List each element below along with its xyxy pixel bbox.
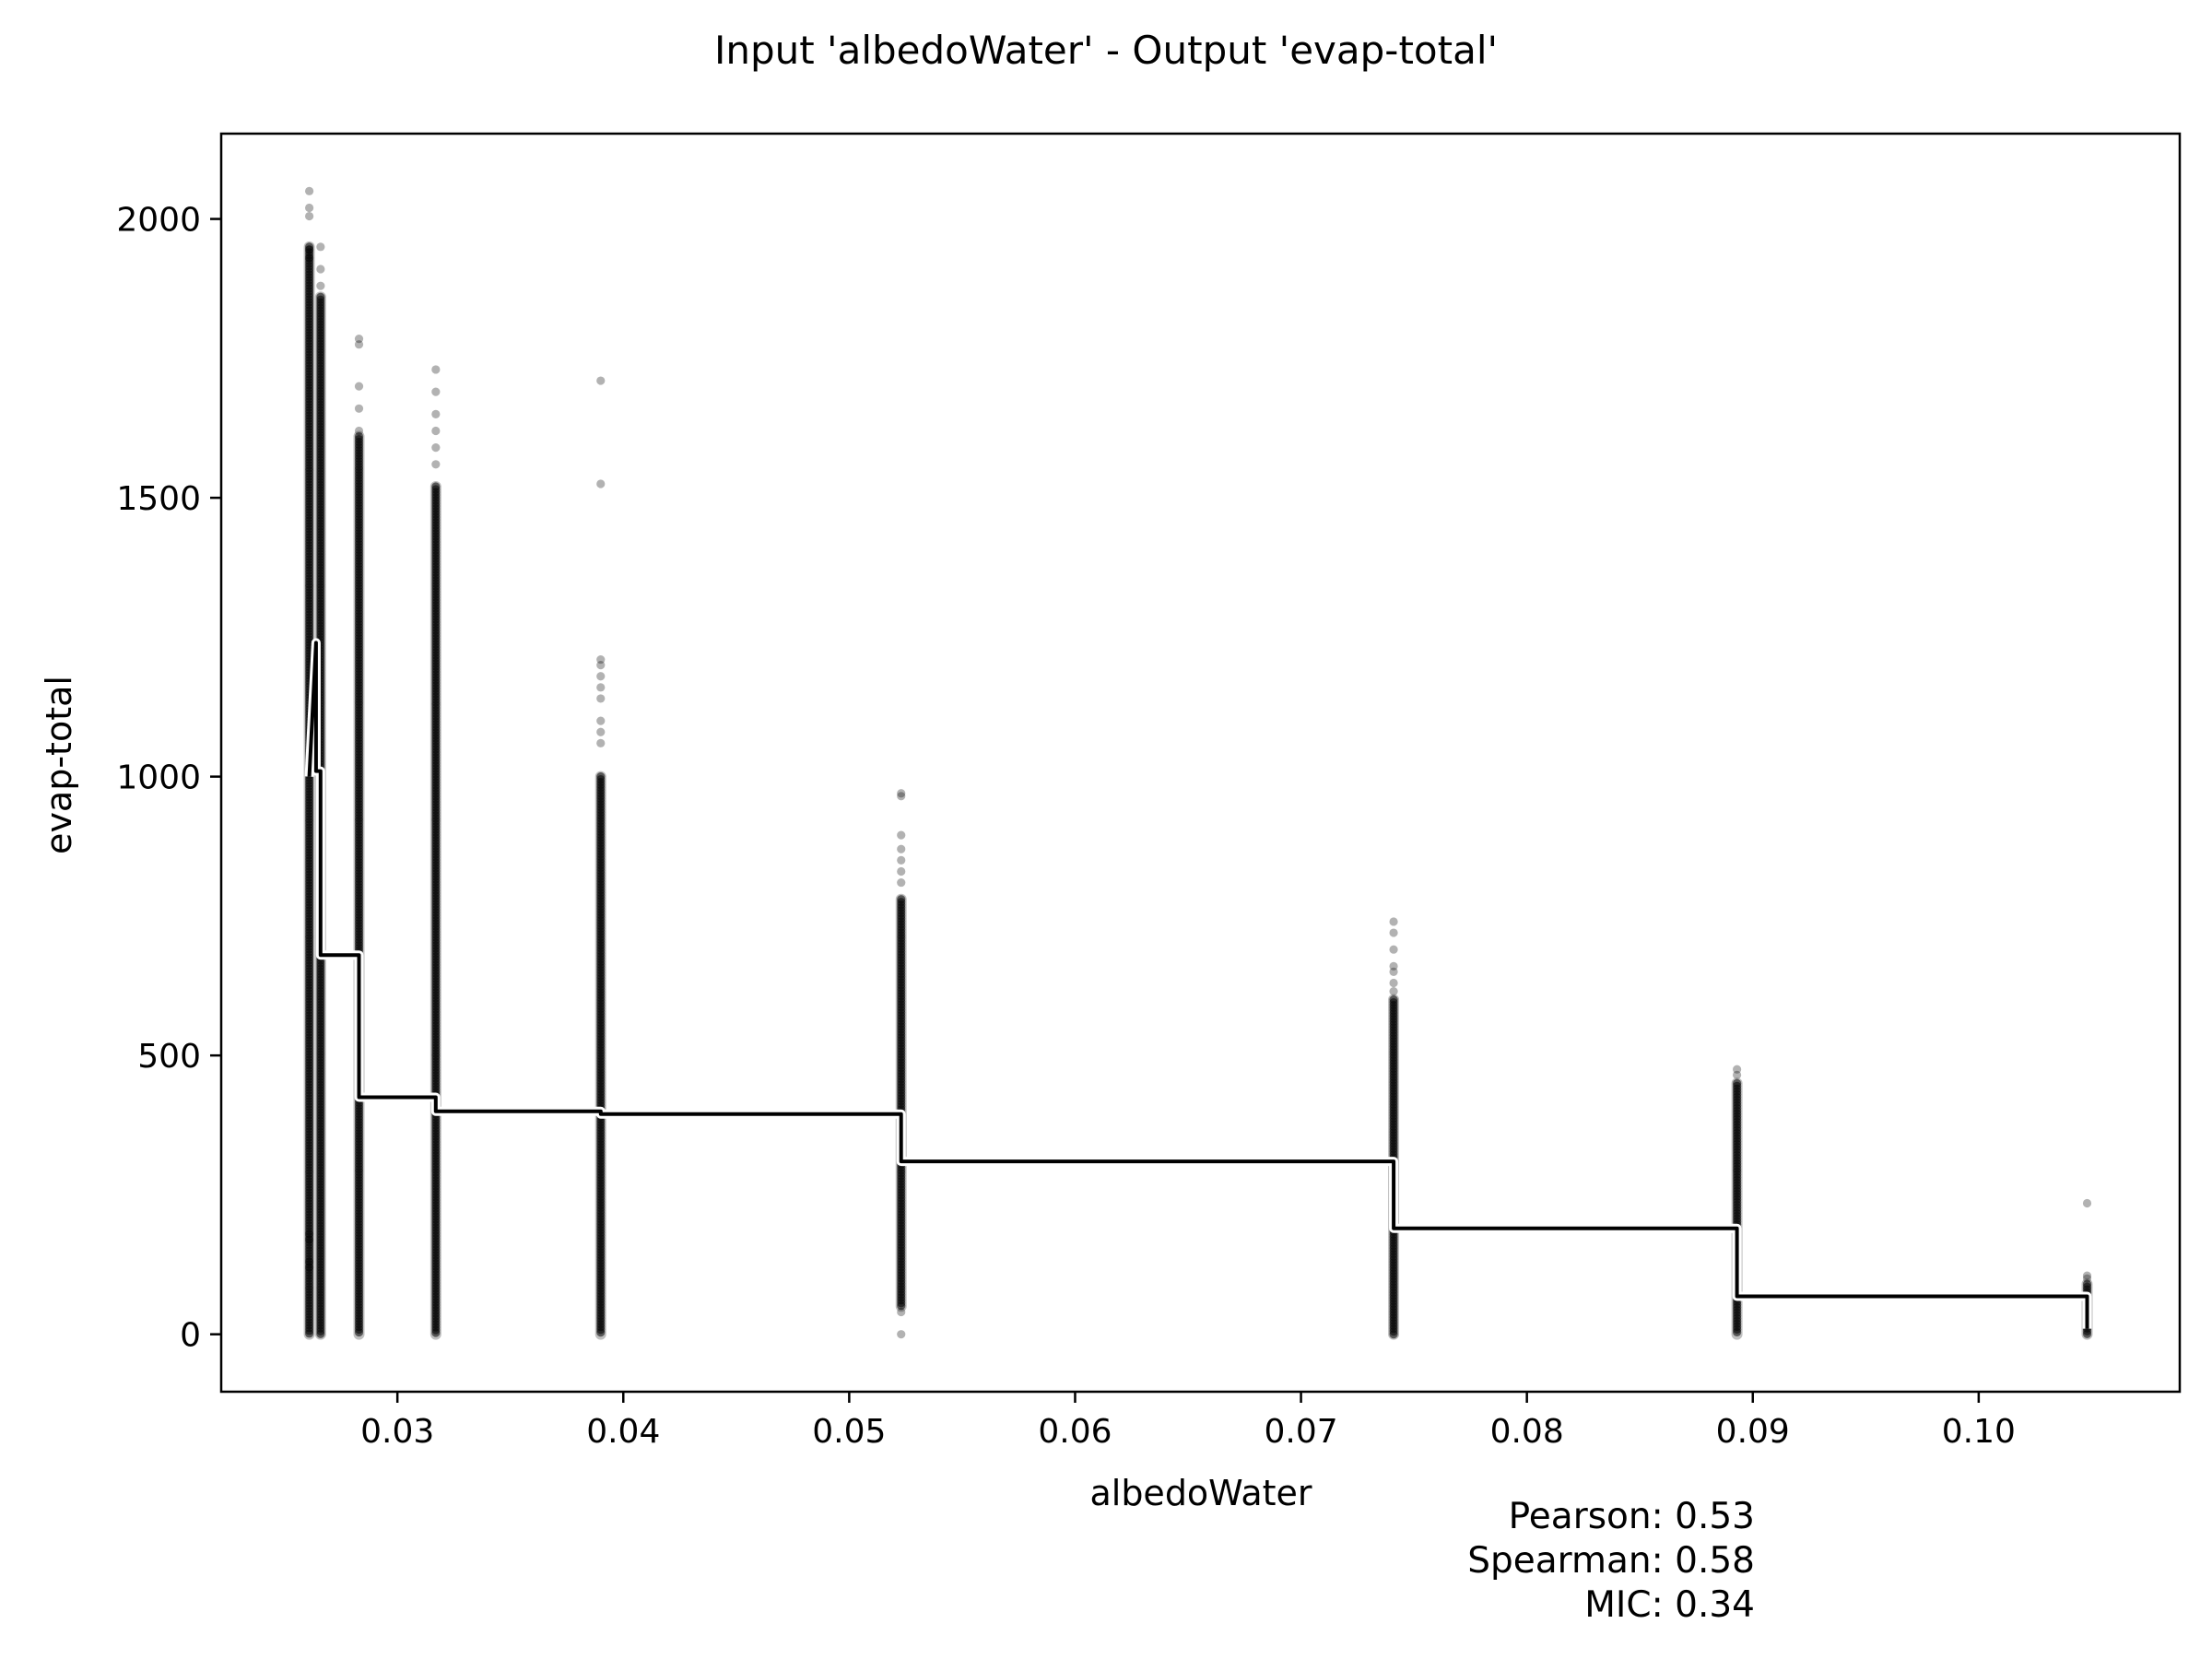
scatter-point-outlier [431,426,441,436]
scatter-column-3 [429,365,441,1340]
spearman-stat: Spearman: 0.58 [1467,1540,1755,1582]
step-line-outline [304,638,2092,1329]
x-tick-label: 0.04 [586,1413,660,1451]
x-tick-label: 0.06 [1038,1413,1112,1451]
correlation-stats: Pearson: 0.53 Spearman: 0.58 MIC: 0.34 [1467,1495,1755,1628]
scatter-point-outlier [596,716,606,725]
scatter-point-outlier [304,253,314,263]
scatter-point-outlier [596,694,606,703]
scatter-point [596,1328,606,1337]
scatter-point-outlier [1389,917,1398,926]
x-axis-label: albedoWater [1089,1473,1312,1513]
y-axis: 0 500 1000 1500 2000 [116,202,221,1355]
scatter-point-outlier [431,409,441,418]
pearson-stat: Pearson: 0.53 [1508,1496,1755,1537]
scatter-point-outlier [304,245,314,254]
scatter-point-outlier [897,1330,906,1339]
scatter-point-outlier [897,792,906,801]
scatter-point-outlier [897,830,906,840]
scatter-point-outlier [897,844,906,853]
scatter-point-outlier [304,1235,314,1244]
x-tick-label: 0.05 [812,1413,886,1451]
scatter-point-outlier [596,654,606,665]
y-tick-label: 2000 [116,202,201,240]
scatter-point [897,1301,906,1311]
scatter-point [304,1329,314,1338]
x-tick-label: 0.09 [1716,1413,1790,1451]
scatter-point-outlier [2082,1271,2092,1280]
scatter-point-outlier [1389,945,1398,954]
scatter-point-outlier [304,203,314,213]
scatter-point-outlier [304,1257,314,1266]
scatter-point-outlier [2082,1198,2092,1208]
x-tick-label: 0.03 [360,1413,434,1451]
scatter-point-outlier [897,789,906,798]
scatter-point-outlier [1389,986,1398,996]
scatter-point-outlier [1389,928,1398,937]
scatter-point-outlier [304,1230,314,1239]
scatter-point-outlier [431,365,441,374]
scatter-point-outlier [596,683,606,692]
y-axis-label: evap-total [39,676,79,854]
scatter-point-outlier [304,1263,314,1272]
scatter-point-outlier [1733,1070,1742,1079]
chart-title: Input 'albedoWater' - Output 'evap-total… [713,28,1499,73]
scatter-point [2082,1329,2092,1338]
scatter-point [431,1328,441,1337]
scatter-point-outlier [354,426,364,436]
scatter-point-outlier [354,382,364,391]
scatter-point-outlier [596,738,606,747]
x-tick-label: 0.08 [1490,1413,1564,1451]
y-tick-label: 1000 [116,759,201,797]
step-line-layer [304,638,2092,1329]
scatter-point [316,1329,325,1338]
scatter-point-outlier [596,672,606,681]
mic-stat: MIC: 0.34 [1584,1584,1755,1626]
scatter-point-outlier [2082,1274,2092,1283]
y-tick-label: 0 [180,1317,201,1355]
scatter-column-4 [594,376,606,1340]
y-tick-label: 1500 [116,480,201,518]
scatter-point-outlier [304,186,314,195]
scatter-point [1389,1330,1398,1339]
step-line [307,641,2089,1329]
scatter-column-6 [1388,917,1400,1340]
y-tick-label: 500 [137,1038,201,1076]
scatter-point-outlier [431,443,441,453]
scatter-point-outlier [1733,1065,1742,1074]
scatter-point-outlier [431,460,441,469]
scatter-point-outlier [1389,978,1398,988]
x-tick-label: 0.07 [1264,1413,1337,1451]
scatter-point-outlier [897,877,906,888]
plot-frame [219,132,2182,1394]
scatter-point-outlier [596,661,606,670]
scatter-column-2 [353,335,365,1340]
scatter-point-outlier [596,727,606,736]
scatter-point-outlier [1389,967,1398,976]
scatter-column-5 [895,789,907,1339]
scatter-point-outlier [316,281,325,290]
scatter-point-outlier [316,242,325,252]
scatter-point-outlier [897,855,906,865]
scatter-point-outlier [354,335,364,344]
scatter-point [1733,1327,1742,1337]
scatter-point-outlier [304,211,314,221]
scatter-point-outlier [316,265,325,274]
scatter-point-outlier [431,387,441,396]
scatter-point-outlier [897,866,906,877]
scatter-point-outlier [354,340,364,349]
scatter-point-outlier [596,479,606,488]
scatter-point-outlier [354,404,364,413]
x-tick-label: 0.10 [1942,1413,2016,1451]
x-axis: 0.03 0.04 0.05 0.06 0.07 0.08 0.09 0.10 [360,1392,2016,1451]
scatter-point-outlier [596,376,606,385]
scatter-point-outlier [1389,961,1398,971]
scatter-point [354,1327,364,1337]
scatter-point-outlier [897,1307,906,1317]
